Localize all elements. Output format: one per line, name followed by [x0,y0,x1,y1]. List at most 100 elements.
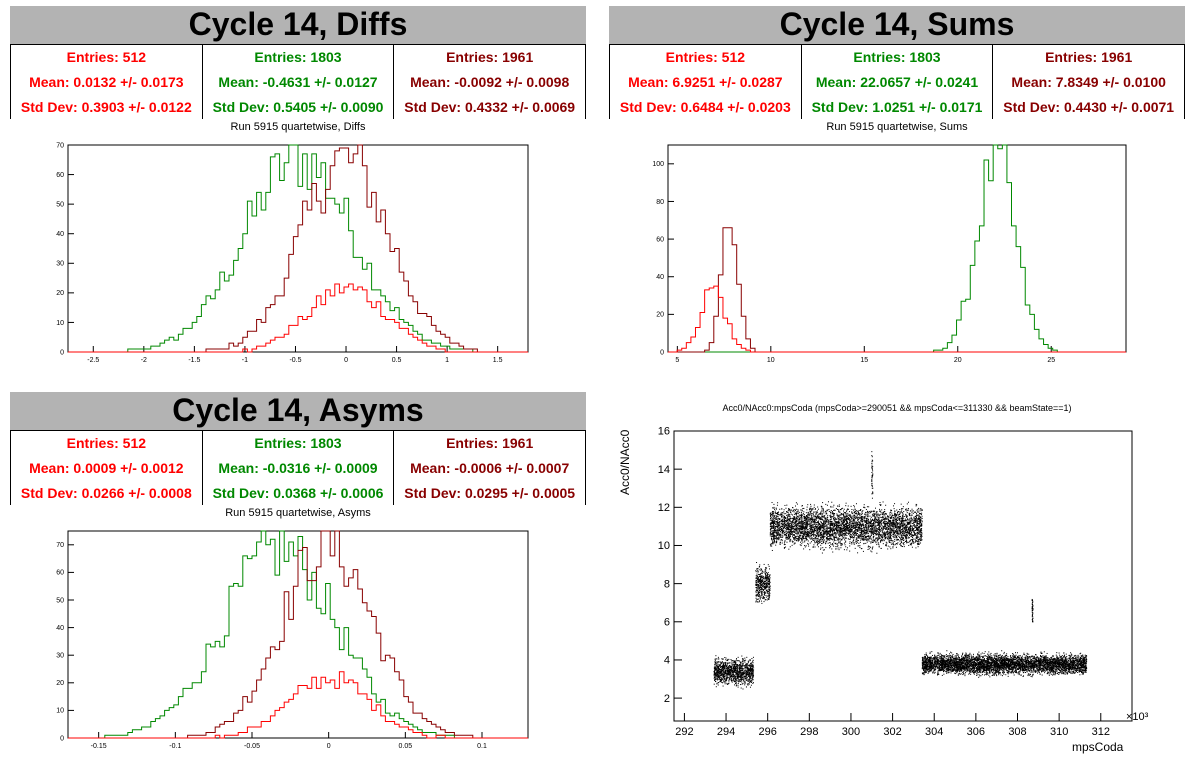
x-tick-label: 0.1 [477,743,487,750]
scatter-point [771,537,773,539]
scatter-point [735,676,737,678]
scatter-point [780,516,782,518]
scatter-point [826,537,828,539]
scatter-point [873,540,875,542]
scatter-point [906,535,908,537]
scatter-point [888,523,890,525]
scatter-point [858,530,860,532]
scatter-point [820,519,822,521]
scatter-point [832,534,834,536]
scatter-point [766,577,768,579]
scatter-point [904,522,906,524]
scatter-point [919,538,921,540]
scatter-point [804,530,806,532]
scatter-point [920,534,922,536]
scatter-point [737,678,739,680]
scatter-point [725,679,727,681]
scatter-point [797,527,799,529]
scatter-point [742,679,744,681]
scatter-point [887,519,889,521]
scatter-point [871,532,873,534]
scatter-point [769,581,771,583]
scatter-point [741,674,743,676]
scatter-point [809,511,811,513]
scatter-point [801,536,803,538]
scatter-point [720,680,722,682]
scatter-point [766,591,768,593]
scatter-point [815,511,817,513]
scatter-point [867,548,869,550]
scatter-point [816,535,818,537]
scatter-point [830,544,832,546]
scatter-point [845,537,847,539]
scatter-point [910,530,912,532]
scatter-point [769,583,771,585]
scatter-point [828,527,830,529]
scatter-point [893,530,895,532]
scatter-point [793,533,795,535]
scatter-point [817,543,819,545]
scatter-point [785,530,787,532]
scatter-point [888,537,890,539]
scatter-point [859,529,861,531]
scatter-point [816,510,818,512]
scatter-point [786,527,788,529]
scatter-point [747,679,749,681]
scatter-point [764,578,766,580]
scatter-point [729,669,731,671]
scatter-point [920,529,922,531]
scatter-point [890,540,892,542]
scatter-point [776,530,778,532]
scatter-point [779,518,781,520]
scatter-point [759,596,761,598]
scatter-point [833,519,835,521]
scatter-point [726,683,728,685]
scatter-point [776,534,778,536]
scatter-point [755,570,757,572]
scatter-point [848,533,850,535]
scatter-point [790,512,792,514]
scatter-point [838,521,840,523]
scatter-point [875,511,877,513]
scatter-point [803,518,805,520]
scatter-point [763,584,765,586]
scatter-point [906,519,908,521]
scatter-point [800,526,802,528]
scatter-point [823,549,825,551]
scatter-point [770,515,772,517]
scatter-point [758,593,760,595]
scatter-point [758,601,760,603]
scatter-point [776,532,778,534]
scatter-point [911,534,913,536]
scatter-point [830,511,832,513]
scatter-point [789,523,791,525]
scatter-point [760,573,762,575]
scatter-point [858,536,860,538]
scatter-point [762,595,764,597]
scatter-point [908,529,910,531]
scatter-point [820,516,822,518]
std-label: Std Dev: 0.4332 +/- 0.0069 [404,98,576,115]
scatter-point [823,535,825,537]
scatter-point [719,681,721,683]
scatter-point [894,539,896,541]
scatter-point [787,514,789,516]
scatter-point [718,676,720,678]
scatter-point [724,663,726,665]
scatter-point [854,547,856,549]
scatter-point [810,527,812,529]
scatter-point [868,531,870,533]
scatter-point [908,544,910,546]
scatter-point [722,682,724,684]
scatter-point [742,678,744,680]
scatter-point [862,510,864,512]
diffs-stat-red: Entries: 512 Mean: 0.0132 +/- 0.0173 Std… [11,45,203,119]
scatter-point [760,596,762,598]
scatter-point [750,668,752,670]
scatter-point [849,515,851,517]
scatter-point [715,655,717,657]
scatter-point [727,671,729,673]
scatter-point [746,656,748,658]
scatter-point [867,516,869,518]
scatter-point [799,523,801,525]
